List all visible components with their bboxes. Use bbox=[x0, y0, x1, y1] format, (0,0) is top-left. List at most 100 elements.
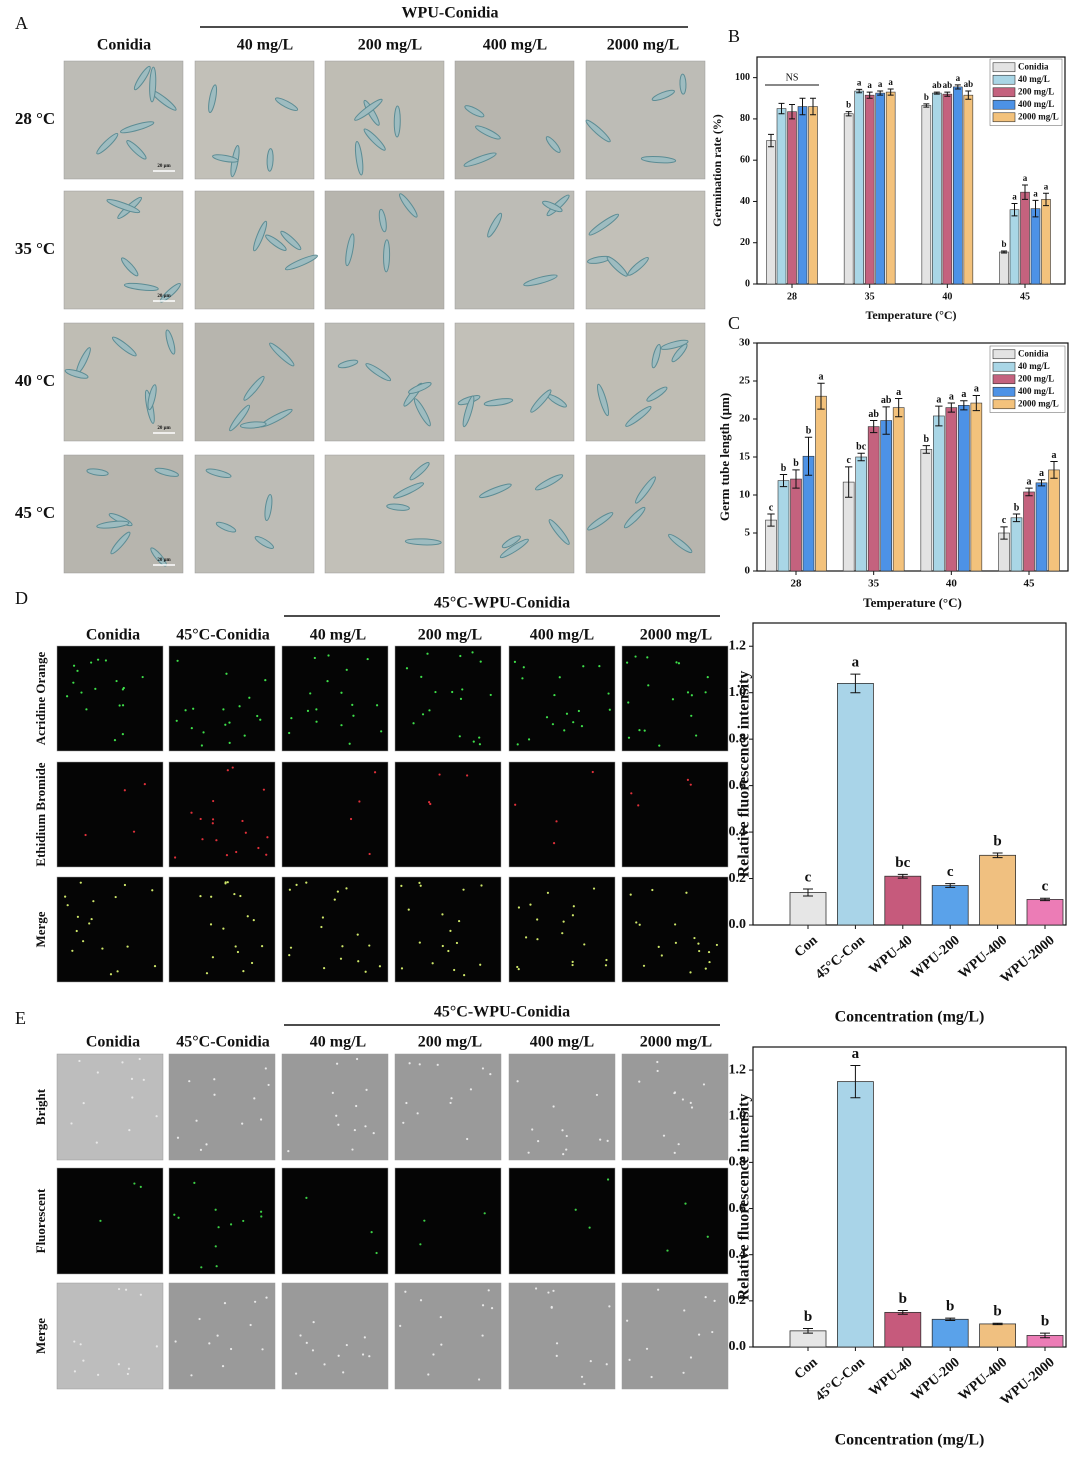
y-tick-label: 0.6 bbox=[729, 778, 747, 793]
cell-dot bbox=[80, 691, 83, 694]
cell-dot bbox=[441, 944, 444, 948]
cell-dot bbox=[628, 1358, 631, 1362]
cell-dot bbox=[95, 1141, 98, 1144]
cell-dot bbox=[345, 887, 348, 890]
y-tick-label: 60 bbox=[740, 154, 750, 165]
cell-dot bbox=[208, 1342, 211, 1345]
cell-dot bbox=[527, 738, 531, 741]
cell-dot bbox=[431, 962, 434, 965]
y-tick-label: 10 bbox=[739, 489, 751, 501]
cell-dot bbox=[76, 915, 79, 918]
cell-dot bbox=[364, 1125, 367, 1128]
significance-letter: c bbox=[947, 864, 954, 880]
error-bar bbox=[845, 111, 852, 117]
cell-dot bbox=[121, 688, 124, 691]
cell-dot bbox=[368, 944, 371, 947]
cell-dot bbox=[423, 1219, 426, 1222]
legend-swatch bbox=[992, 62, 1016, 73]
cell-dot bbox=[217, 1226, 220, 1229]
cell-dot bbox=[711, 1330, 714, 1334]
legend-swatch bbox=[992, 399, 1016, 410]
bar bbox=[1009, 209, 1020, 285]
y-tick-label: 0 bbox=[745, 278, 750, 289]
cell-dot bbox=[121, 704, 125, 707]
column-header: 2000 mg/L bbox=[607, 37, 679, 54]
micrograph bbox=[394, 761, 502, 868]
significance-letter: a bbox=[867, 80, 872, 90]
cell-dot bbox=[97, 1373, 100, 1376]
cell-dot bbox=[126, 1372, 129, 1376]
significance-letter: ab bbox=[964, 79, 974, 89]
plot-frame bbox=[756, 56, 1066, 285]
cell-dot bbox=[133, 1182, 136, 1185]
cell-dot bbox=[405, 667, 409, 670]
cell-dot bbox=[155, 1345, 158, 1348]
cell-dot bbox=[562, 1153, 565, 1156]
conidium bbox=[243, 375, 265, 401]
cell-dot bbox=[79, 881, 82, 884]
cell-dot bbox=[708, 960, 711, 964]
cell-dot bbox=[407, 908, 410, 911]
conidium bbox=[588, 213, 620, 236]
cell-dot bbox=[551, 723, 555, 726]
cell-dot bbox=[455, 941, 459, 945]
bar bbox=[945, 407, 958, 572]
column-header: 400 mg/L bbox=[483, 37, 547, 54]
conidium bbox=[154, 467, 179, 477]
cell-dot bbox=[250, 961, 254, 965]
cell-dot bbox=[702, 1083, 706, 1086]
cell-dot bbox=[375, 1251, 378, 1255]
error-bar bbox=[803, 888, 813, 897]
cell-dot bbox=[565, 712, 569, 715]
cell-dot bbox=[72, 681, 75, 684]
cell-dot bbox=[634, 655, 637, 658]
error-bar bbox=[1050, 461, 1058, 479]
conidium bbox=[354, 140, 364, 176]
cell-dot bbox=[252, 919, 255, 922]
bar bbox=[885, 91, 896, 285]
cell-dot bbox=[472, 740, 475, 743]
cell-dot bbox=[357, 960, 360, 963]
cell-dot bbox=[572, 905, 575, 908]
cell-dot bbox=[234, 945, 237, 948]
cell-dot bbox=[595, 1093, 599, 1097]
micrograph bbox=[585, 454, 706, 574]
bar bbox=[970, 402, 983, 572]
cell-dot bbox=[550, 1306, 553, 1309]
significance-letter: a bbox=[888, 77, 893, 87]
cell-dot bbox=[479, 660, 482, 663]
cell-dot bbox=[489, 1073, 492, 1076]
cell-dot bbox=[331, 1091, 334, 1094]
micrograph bbox=[56, 645, 164, 752]
cell-dot bbox=[689, 1356, 693, 1359]
cell-dot bbox=[101, 947, 104, 950]
y-tick-label: 0.8 bbox=[729, 1155, 747, 1170]
row-label: Ethidium Bromide bbox=[33, 762, 48, 866]
significance-letter: b bbox=[804, 1309, 812, 1325]
cell-dot bbox=[536, 918, 539, 921]
micrograph bbox=[585, 190, 706, 310]
cell-dot bbox=[545, 716, 549, 719]
cell-dot bbox=[428, 709, 431, 712]
cell-dot bbox=[200, 744, 203, 747]
cell-dot bbox=[463, 974, 466, 977]
cell-dot bbox=[222, 927, 225, 930]
error-bar bbox=[870, 420, 878, 434]
cell-dot bbox=[626, 1319, 629, 1322]
y-tick-label: 20 bbox=[739, 413, 751, 425]
cell-dot bbox=[630, 792, 633, 795]
panel-label: E bbox=[15, 1008, 26, 1028]
error-bar bbox=[866, 91, 873, 99]
bar bbox=[931, 885, 969, 926]
significance-letter: b bbox=[846, 100, 851, 110]
bar bbox=[920, 449, 933, 572]
row-label: 40 °C bbox=[15, 371, 55, 390]
cell-dot bbox=[256, 714, 259, 718]
cell-dot bbox=[527, 1151, 530, 1154]
significance-letter: a bbox=[1039, 468, 1044, 479]
cell-dot bbox=[517, 968, 520, 971]
error-bar bbox=[922, 445, 930, 454]
conidium bbox=[254, 535, 274, 549]
y-axis-label: Relative fluorescence intensity bbox=[736, 1094, 753, 1301]
cell-dot bbox=[657, 945, 660, 949]
